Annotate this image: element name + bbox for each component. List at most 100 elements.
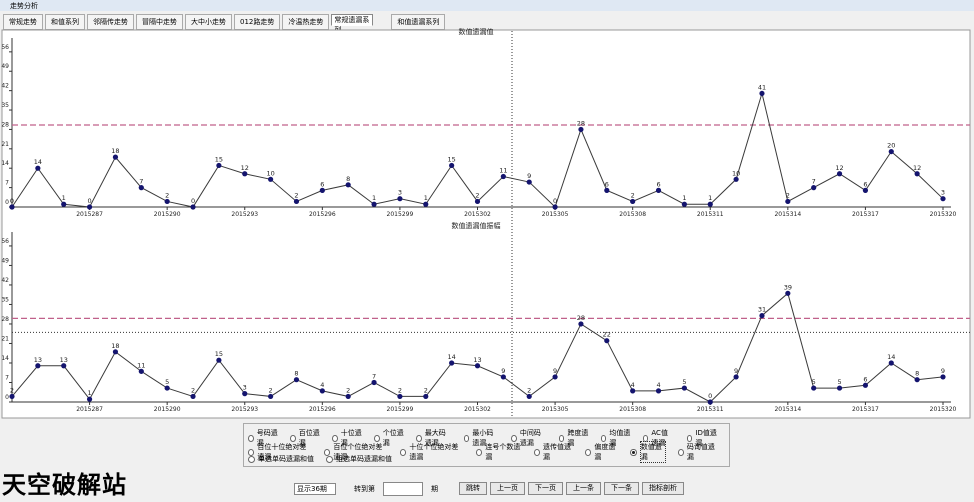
radio[interactable] xyxy=(463,434,470,442)
data-point xyxy=(655,187,662,193)
data-label: 9 xyxy=(527,172,531,180)
radio[interactable] xyxy=(326,455,333,463)
data-point xyxy=(474,198,481,205)
radio[interactable] xyxy=(374,434,380,442)
radio-option[interactable]: 百位遗漏 xyxy=(290,428,320,448)
radio-option[interactable]: 遗传值遗漏 xyxy=(533,441,573,463)
radio-option[interactable]: 数值遗漏 xyxy=(630,441,666,463)
data-point xyxy=(268,176,274,182)
y-tick-label: 21 xyxy=(1,335,9,342)
option-label: 偏度遗漏 xyxy=(594,443,616,461)
radio-option[interactable]: 个位遗漏 xyxy=(374,428,404,448)
radio[interactable] xyxy=(585,448,592,456)
data-label: 0 xyxy=(191,197,195,205)
data-point xyxy=(61,363,67,369)
button[interactable]: 上一页 xyxy=(490,482,525,495)
data-point xyxy=(836,171,843,177)
x-tick-label: 2015314 xyxy=(774,211,801,218)
radio-option[interactable]: 号码遗漏 xyxy=(248,428,278,448)
radio[interactable] xyxy=(686,434,693,442)
goto-label: 转到第 xyxy=(354,484,375,493)
data-label: 3 xyxy=(243,384,247,392)
radio-option[interactable]: 最大码遗漏 xyxy=(416,428,452,448)
radio-option[interactable]: 单选单码遗漏和值 xyxy=(248,454,314,464)
data-label: 7 xyxy=(372,372,376,380)
data-point xyxy=(630,388,636,394)
radio-option[interactable]: 偏度遗漏 xyxy=(585,441,618,463)
data-point xyxy=(552,374,558,380)
data-point xyxy=(268,393,274,400)
data-point xyxy=(862,382,869,388)
data-label: 8 xyxy=(346,175,350,183)
x-tick-label: 2015302 xyxy=(464,406,491,413)
data-point xyxy=(785,290,791,296)
radio[interactable] xyxy=(324,448,331,456)
data-point xyxy=(9,393,15,400)
data-label: 5 xyxy=(837,378,841,386)
data-label: 15 xyxy=(447,155,455,163)
radio[interactable] xyxy=(600,434,607,442)
controls: 显示36期 转到第 期 跳转 上一页 下一页 上一条 下一条 指标剖析 xyxy=(294,481,684,496)
radio-option[interactable]: 最小码遗漏 xyxy=(463,428,500,448)
radio[interactable] xyxy=(400,448,407,456)
button[interactable]: 下一页 xyxy=(528,482,563,495)
radio[interactable] xyxy=(476,448,483,456)
radio-option[interactable]: 跨度遗漏 xyxy=(558,428,589,448)
data-point xyxy=(759,90,765,97)
button[interactable]: 上一条 xyxy=(566,482,601,495)
radio-option[interactable]: 组选单码遗漏和值 xyxy=(326,454,392,464)
radio[interactable] xyxy=(248,434,254,442)
radio-option[interactable]: 码询值遗漏 xyxy=(677,441,717,463)
data-label: 6 xyxy=(605,180,609,188)
option-label: 百位遗漏 xyxy=(298,429,320,447)
button[interactable]: 跳转 xyxy=(459,482,487,495)
x-tick-label: 2015320 xyxy=(930,211,957,218)
data-point xyxy=(371,201,377,207)
data-point xyxy=(423,201,429,207)
radio-option[interactable]: 十位遗漏 xyxy=(332,428,362,448)
data-label: 12 xyxy=(913,164,921,172)
option-label: 遗传值遗漏 xyxy=(542,443,571,461)
radio-option[interactable]: 百位个位绝对差遗漏 xyxy=(324,441,388,463)
data-point xyxy=(862,187,869,193)
radio[interactable] xyxy=(511,434,517,442)
data-point xyxy=(86,396,93,402)
data-label: 0 xyxy=(553,197,557,205)
radio[interactable] xyxy=(332,434,338,442)
radio-option[interactable]: 均值遗漏 xyxy=(600,428,631,448)
radio[interactable] xyxy=(533,448,540,456)
data-point xyxy=(138,368,144,374)
radio-option[interactable]: 百位十位绝对差遗漏 xyxy=(248,441,312,463)
data-label: 6 xyxy=(320,180,324,188)
radio[interactable] xyxy=(416,434,422,442)
data-label: 41 xyxy=(758,83,766,91)
data-label: 6 xyxy=(656,180,660,188)
data-point xyxy=(190,204,196,210)
x-tick-label: 2015287 xyxy=(76,211,103,218)
radio[interactable] xyxy=(248,448,255,456)
data-label: 20 xyxy=(887,142,895,150)
button[interactable]: 下一条 xyxy=(604,482,639,495)
radio-option[interactable]: ID值遗漏 xyxy=(686,428,717,448)
radio[interactable] xyxy=(558,434,565,442)
data-point xyxy=(423,393,429,400)
y-tick-label: 14 xyxy=(1,160,9,167)
button[interactable]: 指标剖析 xyxy=(642,482,684,495)
period-input[interactable] xyxy=(383,481,423,496)
period-select[interactable]: 显示36期 xyxy=(294,482,336,495)
radio[interactable] xyxy=(677,448,684,456)
radio[interactable] xyxy=(630,448,637,456)
data-label: 5 xyxy=(165,378,169,386)
x-tick-label: 2015293 xyxy=(231,211,258,218)
radio[interactable] xyxy=(248,455,255,463)
radio-option[interactable]: 连号个数遗漏 xyxy=(476,441,522,463)
radio[interactable] xyxy=(290,434,296,442)
radio-option[interactable]: 中间码遗漏 xyxy=(511,428,547,448)
data-label: 5 xyxy=(812,378,816,386)
data-label: 1 xyxy=(708,194,712,202)
radio-option[interactable]: 十位个位绝对差遗漏 xyxy=(400,441,464,463)
watermark: 天空破解站 xyxy=(2,471,127,499)
data-label: 3 xyxy=(941,189,945,197)
